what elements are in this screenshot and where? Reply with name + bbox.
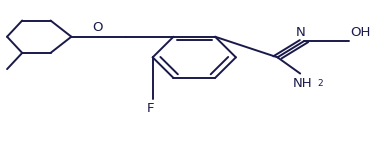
Text: F: F xyxy=(147,102,155,115)
Text: NH: NH xyxy=(292,77,312,90)
Text: O: O xyxy=(93,21,103,34)
Text: OH: OH xyxy=(350,26,370,39)
Text: N: N xyxy=(295,26,305,39)
Text: 2: 2 xyxy=(317,80,323,88)
